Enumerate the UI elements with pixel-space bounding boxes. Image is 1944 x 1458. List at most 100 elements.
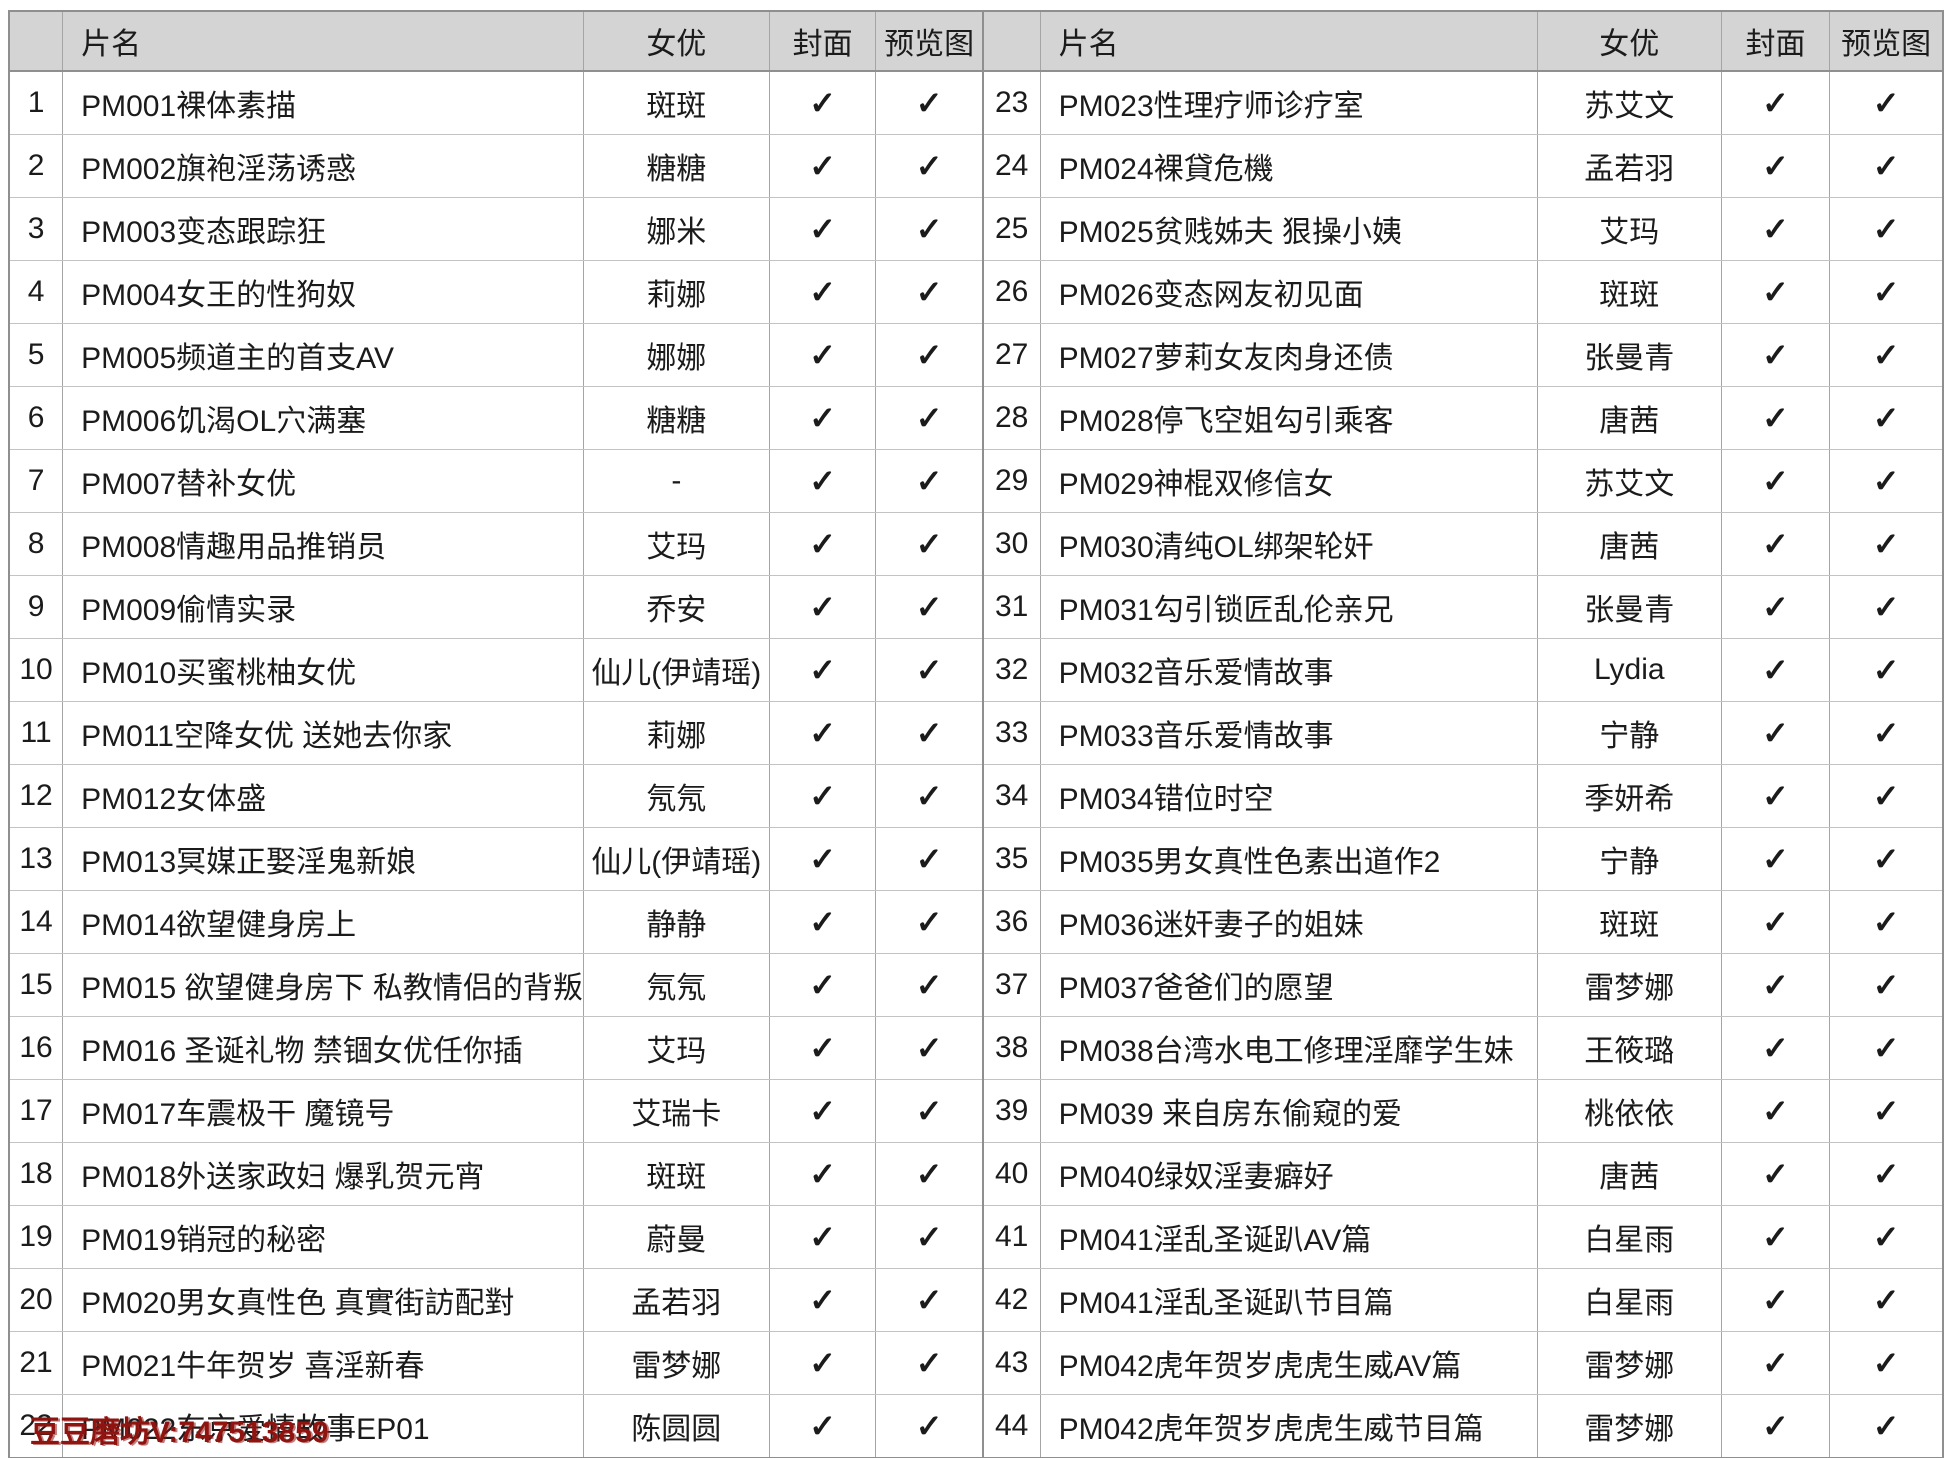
actress-name: 艾瑞卡 bbox=[583, 1079, 770, 1143]
video-title: PM002旗袍淫荡诱惑 bbox=[62, 134, 584, 198]
video-title: PM005频道主的首支AV bbox=[62, 323, 584, 387]
row-number: 44 bbox=[982, 1394, 1041, 1458]
preview-check: ✓ bbox=[1829, 827, 1943, 891]
row-number: 41 bbox=[982, 1205, 1041, 1269]
preview-check: ✓ bbox=[1829, 638, 1943, 702]
actress-name: 孟若羽 bbox=[1537, 134, 1722, 198]
cover-check: ✓ bbox=[769, 575, 877, 639]
video-title: PM007替补女优 bbox=[62, 449, 584, 513]
cover-check: ✓ bbox=[769, 638, 877, 702]
preview-check: ✓ bbox=[1829, 197, 1943, 261]
actress-name: 斑斑 bbox=[583, 71, 770, 135]
cover-check: ✓ bbox=[769, 386, 877, 450]
table-row: 14 PM014欲望健身房上 静静 ✓ ✓ bbox=[9, 890, 983, 954]
row-number: 11 bbox=[9, 701, 64, 765]
table-row: 43 PM042虎年贺岁虎虎生威AV篇 雷梦娜 ✓ ✓ bbox=[982, 1331, 1943, 1395]
actress-name: 唐茜 bbox=[1537, 512, 1722, 576]
table-row: 7 PM007替补女优 - ✓ ✓ bbox=[9, 449, 983, 513]
table-row: 8 PM008情趣用品推销员 艾玛 ✓ ✓ bbox=[9, 512, 983, 576]
preview-check: ✓ bbox=[875, 323, 983, 387]
video-title: PM039 来自房东偷窥的爱 bbox=[1040, 1079, 1538, 1143]
row-number: 9 bbox=[9, 575, 64, 639]
actress-name: 静静 bbox=[583, 890, 770, 954]
cover-check: ✓ bbox=[1721, 764, 1831, 828]
cover-check: ✓ bbox=[1721, 260, 1831, 324]
preview-check: ✓ bbox=[875, 512, 983, 576]
header-index bbox=[9, 11, 64, 72]
cover-check: ✓ bbox=[1721, 1142, 1831, 1206]
table-row: 13 PM013冥媒正娶淫鬼新娘 仙儿(伊靖瑶) ✓ ✓ bbox=[9, 827, 983, 891]
table-row: 11 PM011空降女优 送她去你家 莉娜 ✓ ✓ bbox=[9, 701, 983, 765]
preview-check: ✓ bbox=[1829, 449, 1943, 513]
row-number: 36 bbox=[982, 890, 1041, 954]
cover-check: ✓ bbox=[769, 512, 877, 576]
cover-check: ✓ bbox=[769, 1331, 877, 1395]
video-title: PM036迷奸妻子的姐妹 bbox=[1040, 890, 1538, 954]
row-number: 6 bbox=[9, 386, 64, 450]
actress-name: 雷梦娜 bbox=[583, 1331, 770, 1395]
cover-check: ✓ bbox=[769, 827, 877, 891]
table-row: 4 PM004女王的性狗奴 莉娜 ✓ ✓ bbox=[9, 260, 983, 324]
preview-check: ✓ bbox=[875, 638, 983, 702]
header-row: 片名 女优 封面 预览图 bbox=[982, 11, 1943, 72]
video-title: PM008情趣用品推销员 bbox=[62, 512, 584, 576]
actress-name: 宁静 bbox=[1537, 827, 1722, 891]
row-number: 34 bbox=[982, 764, 1041, 828]
actress-name: 雷梦娜 bbox=[1537, 953, 1722, 1017]
preview-check: ✓ bbox=[1829, 764, 1943, 828]
preview-check: ✓ bbox=[875, 449, 983, 513]
header-row: 片名 女优 封面 预览图 bbox=[9, 11, 983, 72]
video-title: PM009偷情实录 bbox=[62, 575, 584, 639]
preview-check: ✓ bbox=[1829, 1142, 1943, 1206]
cover-check: ✓ bbox=[1721, 134, 1831, 198]
video-title: PM014欲望健身房上 bbox=[62, 890, 584, 954]
table-row: 42 PM041淫乱圣诞趴节目篇 白星雨 ✓ ✓ bbox=[982, 1268, 1943, 1332]
actress-name: 仙儿(伊靖瑶) bbox=[583, 827, 770, 891]
row-number: 40 bbox=[982, 1142, 1041, 1206]
actress-name: 雷梦娜 bbox=[1537, 1394, 1722, 1458]
cover-check: ✓ bbox=[769, 71, 877, 135]
actress-name: 蔚曼 bbox=[583, 1205, 770, 1269]
table-row: 26 PM026变态网友初见面 斑斑 ✓ ✓ bbox=[982, 260, 1943, 324]
table-row: 15 PM015 欲望健身房下 私教情侣的背叛 氖氖 ✓ ✓ bbox=[9, 953, 983, 1017]
preview-check: ✓ bbox=[875, 1142, 983, 1206]
actress-name: 孟若羽 bbox=[583, 1268, 770, 1332]
preview-check: ✓ bbox=[875, 197, 983, 261]
row-number: 42 bbox=[982, 1268, 1041, 1332]
preview-check: ✓ bbox=[875, 1268, 983, 1332]
table-row: 44 PM042虎年贺岁虎虎生威节目篇 雷梦娜 ✓ ✓ bbox=[982, 1394, 1943, 1458]
video-title: PM024裸貸危機 bbox=[1040, 134, 1538, 198]
video-title: PM001裸体素描 bbox=[62, 71, 584, 135]
header-title: 片名 bbox=[1040, 11, 1538, 72]
table-row: 5 PM005频道主的首支AV 娜娜 ✓ ✓ bbox=[9, 323, 983, 387]
actress-name: 艾玛 bbox=[583, 1016, 770, 1080]
cover-check: ✓ bbox=[1721, 638, 1831, 702]
cover-check: ✓ bbox=[1721, 71, 1831, 135]
actress-name: 陈圆圆 bbox=[583, 1394, 770, 1458]
actress-name: 斑斑 bbox=[1537, 260, 1722, 324]
cover-check: ✓ bbox=[769, 1079, 877, 1143]
row-number: 25 bbox=[982, 197, 1041, 261]
cover-check: ✓ bbox=[769, 1142, 877, 1206]
preview-check: ✓ bbox=[875, 1331, 983, 1395]
cover-check: ✓ bbox=[769, 764, 877, 828]
actress-name: 张曼青 bbox=[1537, 323, 1722, 387]
row-number: 37 bbox=[982, 953, 1041, 1017]
video-title: PM025贫贱姊夫 狠操小姨 bbox=[1040, 197, 1538, 261]
cover-check: ✓ bbox=[1721, 197, 1831, 261]
cover-check: ✓ bbox=[769, 890, 877, 954]
cover-check: ✓ bbox=[769, 134, 877, 198]
preview-check: ✓ bbox=[1829, 1079, 1943, 1143]
table-row: 10 PM010买蜜桃柚女优 仙儿(伊靖瑶) ✓ ✓ bbox=[9, 638, 983, 702]
row-number: 33 bbox=[982, 701, 1041, 765]
video-table-left: 片名 女优 封面 预览图 1 PM001裸体素描 斑斑 ✓ ✓ 2 PM002旗袍淫荡诱惑糖… bbox=[8, 10, 984, 1458]
actress-name: 氖氖 bbox=[583, 953, 770, 1017]
actress-name: 宁静 bbox=[1537, 701, 1722, 765]
header-cover: 封面 bbox=[769, 11, 877, 72]
row-number: 39 bbox=[982, 1079, 1041, 1143]
video-table-right: 片名 女优 封面 预览图 23 PM023性理疗师诊疗室 苏艾文 ✓ ✓ 24 PM024裸… bbox=[981, 10, 1944, 1458]
preview-check: ✓ bbox=[1829, 890, 1943, 954]
table-row: 38 PM038台湾水电工修理淫靡学生妹 王筱璐 ✓ ✓ bbox=[982, 1016, 1943, 1080]
preview-check: ✓ bbox=[875, 764, 983, 828]
table-row: 9 PM009偷情实录 乔安 ✓ ✓ bbox=[9, 575, 983, 639]
